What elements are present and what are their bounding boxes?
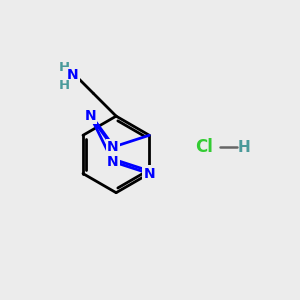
Text: N: N — [85, 109, 96, 123]
Text: N: N — [107, 140, 119, 154]
Text: Cl: Cl — [196, 138, 213, 156]
Text: H: H — [58, 61, 70, 74]
Text: H: H — [238, 140, 250, 154]
Text: N: N — [143, 167, 155, 181]
Text: N: N — [67, 68, 79, 82]
Text: N: N — [107, 155, 119, 169]
Text: H: H — [58, 79, 70, 92]
